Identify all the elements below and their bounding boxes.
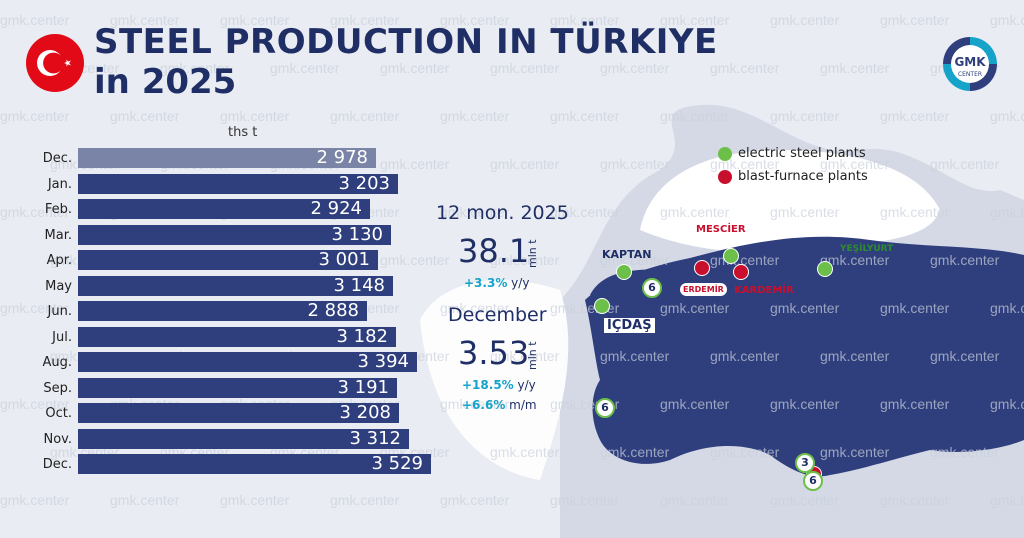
bar [78, 403, 399, 423]
plant-kardemir-marker [733, 264, 749, 280]
bar [78, 199, 370, 219]
bar [78, 148, 376, 168]
month-value: 3.53 [458, 334, 530, 372]
gmk-center-logo: GMK CENTER [943, 37, 997, 91]
plant-erdemir-marker [694, 260, 710, 276]
mescier-label: MESCİER [696, 224, 746, 235]
category-label: Jul. [52, 330, 72, 345]
category-label: May [45, 279, 72, 294]
icdas-label: İÇDAŞ [604, 318, 655, 333]
bar-value-label: 3 203 [338, 173, 390, 194]
bar [78, 276, 393, 296]
bar [78, 250, 378, 270]
chart-unit-label: ths t [228, 125, 258, 140]
bar-value-label: 3 148 [333, 275, 385, 296]
bar [78, 225, 391, 245]
kardemir-label: KARDEMİR [734, 285, 794, 296]
bar [78, 429, 409, 449]
turkey-flag-icon [26, 34, 84, 92]
bar-value-label: 3 182 [336, 326, 388, 347]
erdemir-label: ERDEMİR [680, 283, 727, 296]
month-yy-value: +18.5% [462, 378, 514, 392]
month-mm-value: +6.6% [462, 398, 506, 412]
month-label: December [448, 304, 547, 326]
period-yy: +3.3% y/y [464, 276, 529, 290]
category-label: Aug. [42, 355, 72, 370]
bar-value-label: 2 888 [307, 300, 359, 321]
electric-legend-icon [718, 147, 732, 161]
period-unit: mln t [526, 239, 539, 268]
month-mm: +6.6% m/m [462, 398, 537, 412]
plant-icdas-marker [594, 298, 610, 314]
bar [78, 174, 398, 194]
month-unit: mln t [526, 341, 539, 370]
plant-yesilyurt-marker [817, 261, 833, 277]
logo-text: GMK [954, 55, 986, 69]
bar [78, 352, 417, 372]
bar-value-label: 3 208 [339, 402, 391, 423]
bar [78, 301, 367, 321]
period-label: 12 mon. 2025 [436, 202, 569, 224]
category-label: Feb. [44, 202, 72, 217]
bar-value-label: 3 191 [337, 377, 389, 398]
category-label: Sep. [43, 381, 72, 396]
thrace-shape [590, 269, 660, 305]
kaptan-label: KAPTAN [602, 248, 652, 261]
bar-value-label: 3 529 [371, 453, 423, 474]
category-label: Mar. [44, 228, 72, 243]
plant-mescier-marker [723, 248, 739, 264]
page-subtitle: in 2025 [94, 62, 237, 102]
plant-count-badge: 6 [642, 278, 662, 298]
bar-value-label: 3 312 [349, 428, 401, 449]
bar [78, 378, 397, 398]
category-label: Dec. [42, 151, 72, 166]
bar-value-label: 2 924 [310, 198, 362, 219]
plant-kaptan-marker [616, 264, 632, 280]
category-label: Apr. [46, 253, 72, 268]
bar [78, 327, 396, 347]
aegean-sea [420, 280, 569, 480]
page-title: STEEL PRODUCTION IN TÜRKIYE [94, 22, 718, 62]
blast-legend-icon [718, 170, 732, 184]
plant-count-badge: 6 [595, 398, 615, 418]
bar-value-label: 2 978 [316, 147, 368, 168]
month-mm-label: m/m [509, 398, 537, 412]
period-yy-value: +3.3% [464, 276, 508, 290]
yesilyurt-label: YEŞİLYURT [840, 244, 894, 254]
category-label: Nov. [43, 432, 73, 447]
turkey-shape [585, 236, 1024, 477]
bar-value-label: 3 394 [357, 351, 409, 372]
month-yy-label: y/y [517, 378, 536, 392]
month-yy: +18.5% y/y [462, 378, 536, 392]
category-label: Dec. [42, 457, 72, 472]
plant-count-badge: 6 [803, 471, 823, 491]
logo-subtext: CENTER [958, 71, 982, 78]
bar-value-label: 3 001 [318, 249, 370, 270]
blast-legend-label: blast-furnace plants [738, 169, 868, 184]
category-label: Jan. [47, 177, 72, 192]
bar [78, 454, 431, 474]
period-yy-label: y/y [511, 276, 530, 290]
black-sea [640, 150, 940, 253]
category-label: Jun. [47, 304, 72, 319]
bar-value-label: 3 130 [331, 224, 383, 245]
period-value: 38.1 [458, 232, 530, 270]
electric-legend-label: electric steel plants [738, 146, 866, 161]
plant-count-badge: 3 [795, 453, 815, 473]
category-label: Oct. [45, 406, 72, 421]
